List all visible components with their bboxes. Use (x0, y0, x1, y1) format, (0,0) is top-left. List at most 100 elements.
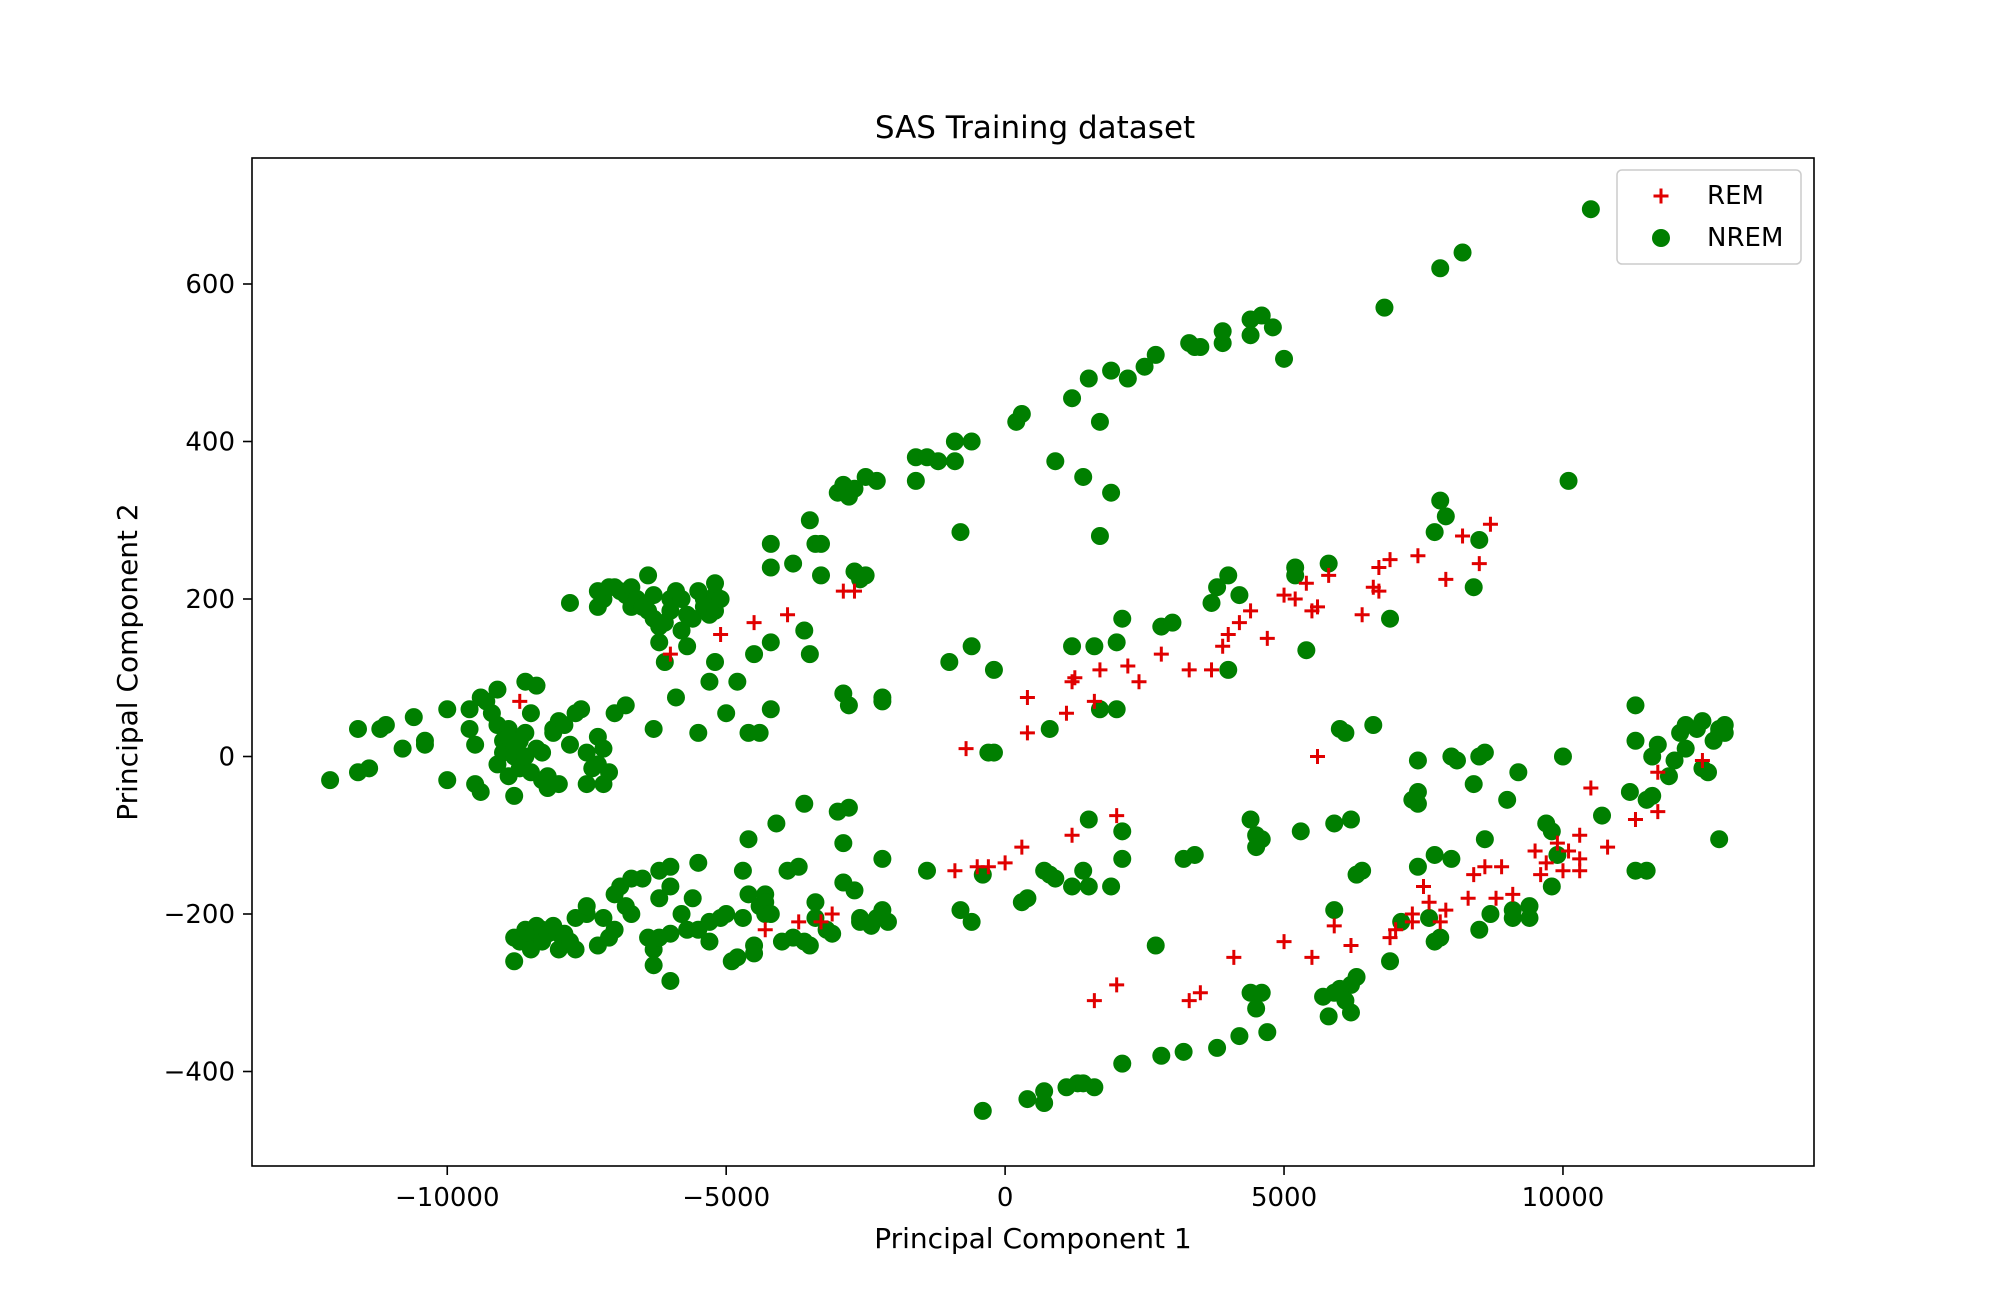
nrem-point (1626, 696, 1645, 715)
nrem-point (962, 432, 981, 451)
nrem-point (1018, 889, 1037, 908)
nrem-point (1079, 810, 1098, 829)
nrem-point (1297, 641, 1316, 660)
y-tick-label: 200 (185, 585, 235, 615)
nrem-point (984, 660, 1003, 679)
nrem-point (984, 743, 1003, 762)
nrem-point (918, 861, 937, 880)
nrem-point (778, 861, 797, 880)
rem-point (1276, 587, 1292, 603)
rem-point (1321, 567, 1337, 583)
nrem-point (1230, 1027, 1249, 1046)
nrem-point (549, 775, 568, 794)
nrem-point (666, 688, 685, 707)
rem-point (1192, 985, 1208, 1001)
nrem-point (700, 932, 719, 951)
nrem-point (1637, 861, 1656, 880)
nrem-point (745, 645, 764, 664)
nrem-point (1063, 637, 1082, 656)
rem-point (1153, 646, 1169, 662)
rem-point (1583, 780, 1599, 796)
nrem-point (577, 775, 596, 794)
rem-point (846, 583, 862, 599)
nrem-point (1202, 593, 1221, 612)
nrem-point (1102, 877, 1121, 896)
nrem-point (661, 924, 680, 943)
nrem-point (1431, 928, 1450, 947)
y-tick-label: 400 (185, 428, 235, 458)
rem-point (980, 859, 996, 875)
rem-point (1477, 859, 1493, 875)
nrem-point (1314, 987, 1333, 1006)
nrem-point (1464, 775, 1483, 794)
nrem-point (1408, 782, 1427, 801)
nrem-point (1364, 716, 1383, 734)
nrem-point (661, 857, 680, 876)
nrem-point (1213, 322, 1232, 341)
rem-point (824, 906, 840, 922)
nrem-point (1258, 1023, 1277, 1042)
nrem-point (1665, 751, 1684, 770)
nrem-point (1102, 361, 1121, 380)
nrem-point (706, 574, 725, 593)
rem-point (1561, 843, 1577, 859)
nrem-point (1710, 830, 1729, 849)
nrem-point (1425, 523, 1444, 542)
nrem-point (683, 889, 702, 908)
legend-label-nrem: NREM (1707, 223, 1783, 253)
nrem-point (1425, 845, 1444, 864)
y-tick-label: 600 (185, 270, 235, 300)
nrem-point (650, 633, 669, 652)
rem-point (1572, 827, 1588, 843)
nrem-point (393, 739, 412, 758)
legend: REM NREM (1616, 169, 1802, 265)
nrem-point (761, 905, 780, 923)
rem-point (1058, 705, 1074, 721)
nrem-point (460, 719, 479, 738)
nrem-point (505, 786, 524, 805)
nrem-point (1693, 712, 1712, 731)
nrem-point (1431, 491, 1450, 510)
rem-point (1181, 662, 1197, 678)
nrem-point (516, 723, 535, 742)
rem-point (1527, 843, 1543, 859)
nrem-point (348, 719, 367, 738)
nrem-point (1118, 369, 1137, 388)
rem-point (1572, 863, 1588, 879)
nrem-point (1040, 719, 1059, 738)
nrem-point (321, 771, 340, 790)
nrem-point (1219, 660, 1238, 679)
plot-area (252, 158, 1814, 1166)
rem-point (1131, 674, 1147, 690)
nrem-point (672, 590, 691, 608)
rem-point (1371, 583, 1387, 599)
y-axis: −400 −200 0 200 400 600 (164, 270, 252, 1088)
nrem-point (962, 912, 981, 931)
rem-point (1014, 839, 1030, 855)
rem-point (1064, 827, 1080, 843)
nrem-point (812, 534, 831, 553)
rem-point (1109, 977, 1125, 993)
nrem-point (795, 794, 814, 813)
nrem-point (1185, 845, 1204, 864)
rem-point (1438, 902, 1454, 918)
rem-point (1231, 615, 1247, 631)
nrem-point (1509, 763, 1528, 782)
nrem-point (1381, 952, 1400, 971)
rem-point (1086, 993, 1102, 1009)
nrem-point (1620, 782, 1639, 801)
nrem-point (951, 523, 970, 542)
rem-point (1304, 949, 1320, 965)
rem-point (1438, 571, 1454, 587)
nrem-point (376, 716, 395, 734)
nrem-point (1275, 349, 1294, 368)
nrem-point (706, 653, 725, 671)
x-tick-label: −5000 (682, 1183, 770, 1213)
nrem-point (767, 814, 786, 833)
nrem-point (800, 645, 819, 664)
nrem-point (1431, 259, 1450, 278)
x-axis-label: Principal Component 1 (874, 1222, 1192, 1255)
nrem-point (1464, 578, 1483, 597)
nrem-point (711, 590, 730, 608)
